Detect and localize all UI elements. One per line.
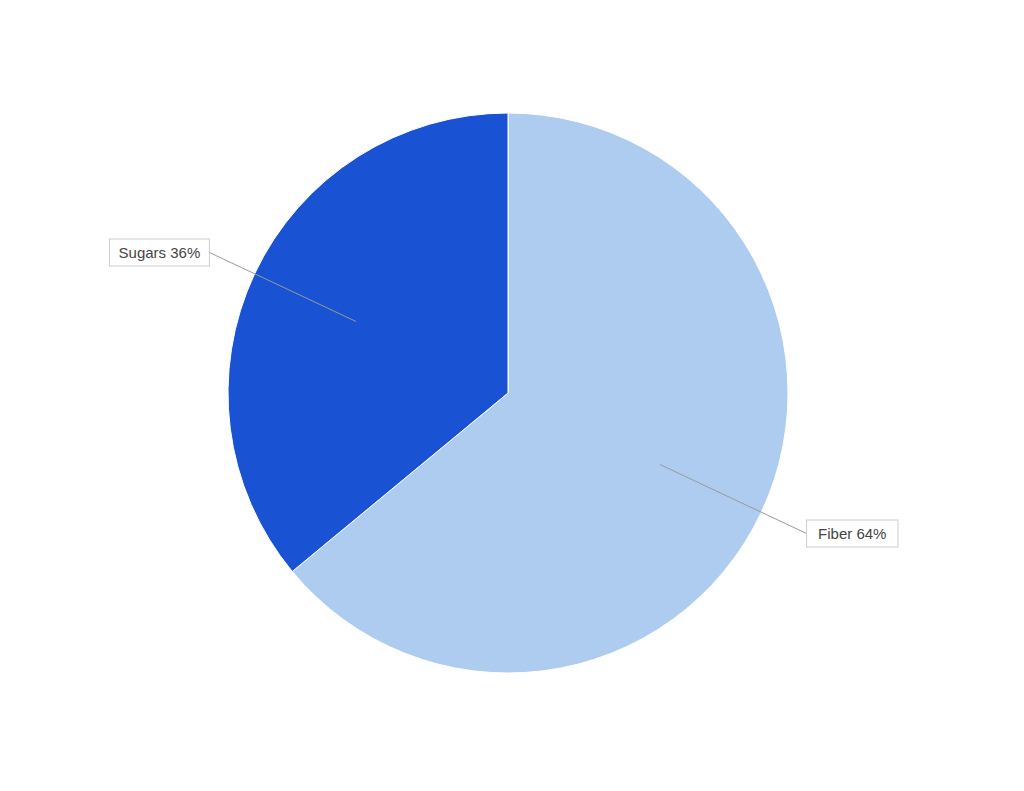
- svg-text:Sugars 36%: Sugars 36%: [119, 244, 201, 261]
- svg-text:Fiber 64%: Fiber 64%: [818, 525, 886, 542]
